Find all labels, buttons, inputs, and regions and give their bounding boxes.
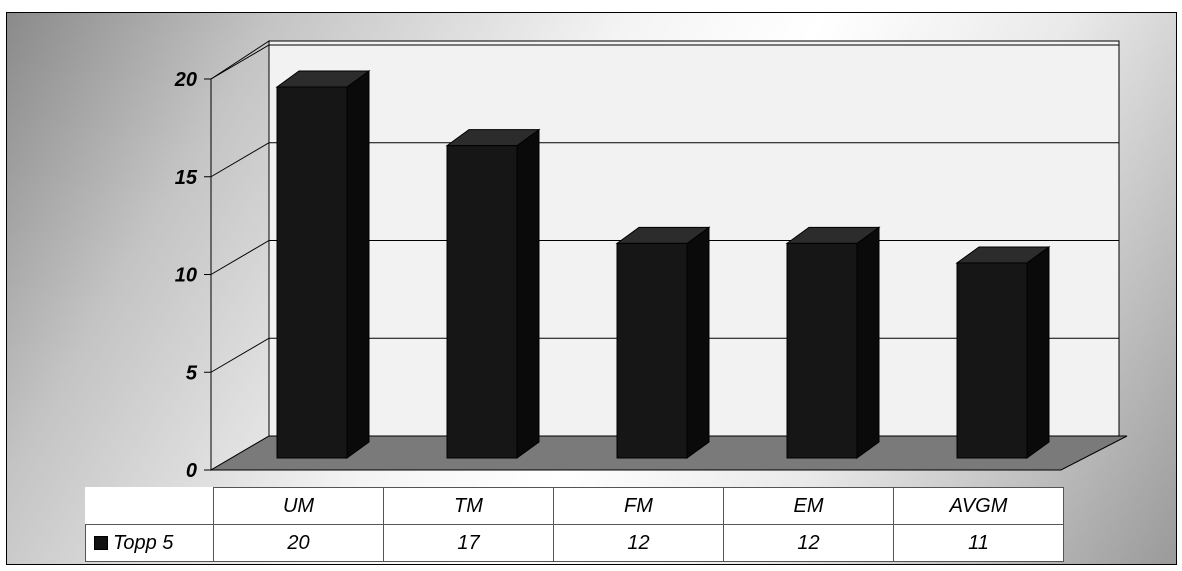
y-tick-label: 20 [174, 69, 197, 91]
chart-area: 0 5 10 15 20 UM TM FM EM AVGM Topp 5 20 17 1… [6, 12, 1177, 565]
bar [616, 242, 688, 459]
value-cell: 20 [213, 524, 384, 562]
bar-side [516, 128, 540, 459]
bar [786, 242, 858, 459]
value-cell: 17 [383, 524, 554, 562]
side-wall [210, 40, 270, 471]
category-header: UM [213, 487, 384, 525]
y-tick-label: 0 [186, 460, 197, 482]
bar-side [346, 70, 370, 459]
bar-side [856, 226, 880, 459]
gridline [210, 44, 1119, 80]
category-header: TM [383, 487, 554, 525]
category-header: FM [553, 487, 724, 525]
data-table-series-row: Topp 5 20 17 12 12 11 [85, 524, 1064, 562]
gridline [210, 142, 1119, 178]
data-table: UM TM FM EM AVGM Topp 5 20 17 12 12 11 [85, 487, 1064, 562]
chart-plot: 0 5 10 15 20 [174, 40, 1128, 482]
series-label-cell: Topp 5 [85, 524, 214, 562]
y-tick-label: 10 [175, 265, 197, 287]
series-name: Topp 5 [113, 531, 174, 554]
bar [276, 86, 348, 459]
data-table-header-row: UM TM FM EM AVGM [85, 487, 1064, 525]
y-tick-label: 5 [186, 362, 198, 384]
data-table-corner [85, 487, 214, 525]
value-cell: 12 [723, 524, 894, 562]
value-cell: 11 [893, 524, 1064, 562]
category-header: AVGM [893, 487, 1064, 525]
value-cell: 12 [553, 524, 724, 562]
bar [956, 262, 1028, 459]
y-tick-label: 15 [175, 167, 198, 189]
bar-side [686, 226, 710, 459]
legend-key-icon [94, 535, 108, 550]
bar [446, 145, 518, 459]
category-header: EM [723, 487, 894, 525]
bar-side [1026, 245, 1050, 459]
